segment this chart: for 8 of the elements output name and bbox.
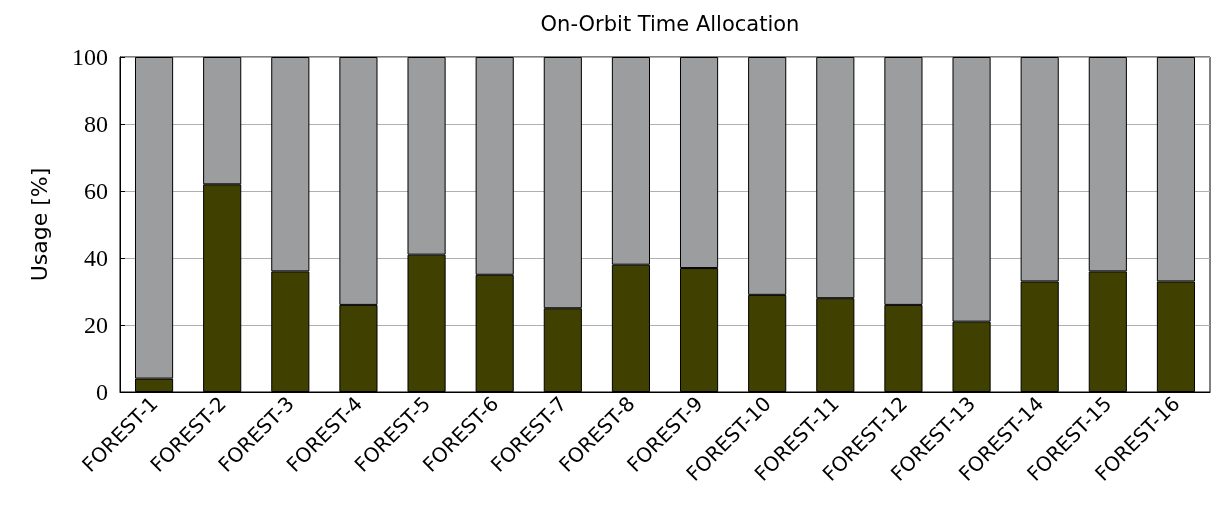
y-tick-label: 20 — [84, 312, 108, 338]
y-tick-label: 100 — [72, 44, 108, 70]
y-tick-label: 60 — [84, 178, 108, 204]
y-axis-title: Usage [%] — [26, 167, 52, 282]
y-tick-label: 80 — [84, 111, 108, 137]
y-tick-label: 40 — [84, 245, 108, 271]
chart-title: On-Orbit Time Allocation — [540, 11, 800, 36]
y-tick-label: 0 — [96, 379, 108, 405]
